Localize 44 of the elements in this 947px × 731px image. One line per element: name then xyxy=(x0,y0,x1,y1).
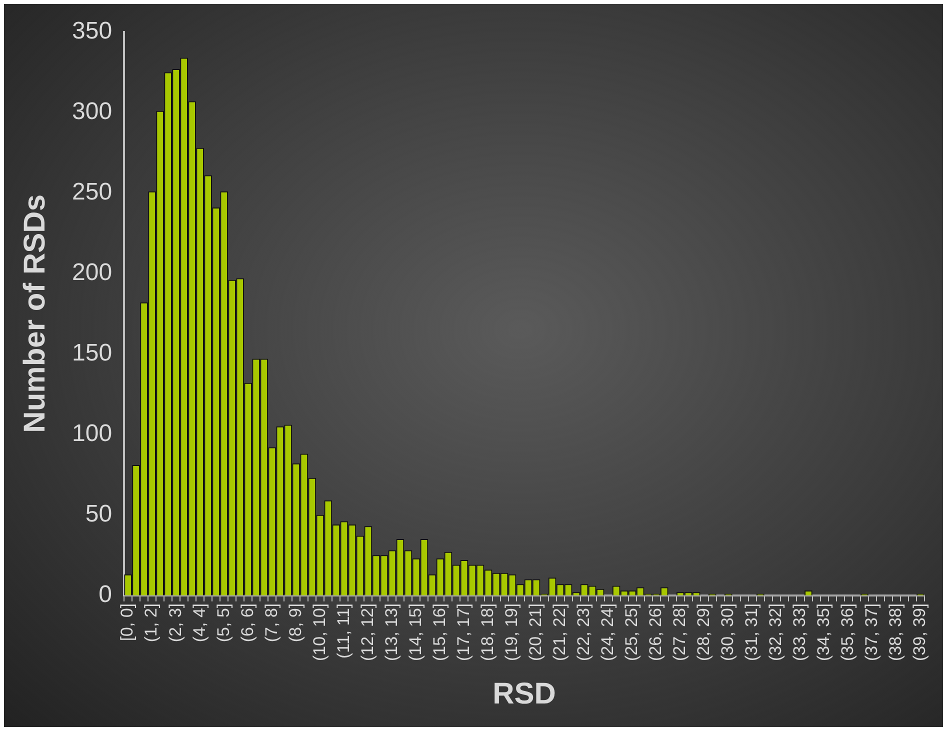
x-tick-label: (14, 15] xyxy=(406,603,425,662)
x-tick-label: (26, 26] xyxy=(646,603,666,662)
x-tick-label: (21, 22] xyxy=(550,603,569,662)
x-tick-label: (11, 11] xyxy=(334,603,353,658)
x-tick-label: (10, 10] xyxy=(310,603,329,662)
y-tick-label: 300 xyxy=(72,98,112,126)
x-tick-label: (1, 2] xyxy=(142,603,161,642)
x-axis-title: RSD xyxy=(492,677,556,710)
x-tick-label: (18, 18] xyxy=(478,603,497,662)
x-tick-label: (5, 5] xyxy=(214,603,233,642)
y-tick-label: 0 xyxy=(98,580,112,608)
x-tick-label: (27, 28] xyxy=(670,603,690,662)
y-axis-title: Number of RSDs xyxy=(18,194,52,433)
x-tick-label: (25, 25] xyxy=(622,603,642,662)
x-tick-label: (17, 17] xyxy=(454,603,473,662)
x-tick-label: (20, 21] xyxy=(526,603,545,662)
x-tick-label: (2, 3] xyxy=(166,603,185,642)
x-tick-label: (39, 39] xyxy=(910,603,930,662)
y-tick-label: 50 xyxy=(85,500,112,528)
x-tick-label: (32, 32] xyxy=(766,603,786,662)
y-tick-label: 350 xyxy=(72,18,112,45)
x-tick-label: (33, 33] xyxy=(790,603,810,662)
x-tick-label: (13, 13] xyxy=(382,603,401,662)
x-tick-label: (24, 24] xyxy=(598,603,618,662)
y-tick-label: 100 xyxy=(72,420,112,448)
x-tick-label: (15, 16] xyxy=(430,603,449,662)
x-tick-label: (30, 30] xyxy=(718,603,738,662)
x-tick-label: (31, 31] xyxy=(742,603,762,662)
x-tick-label: (34, 35] xyxy=(814,603,834,662)
x-tick-label: (8, 9] xyxy=(286,603,305,642)
y-tick-label: 150 xyxy=(72,340,112,367)
x-tick-label: (12, 12] xyxy=(358,603,377,662)
x-tick-label: (19, 19] xyxy=(502,603,521,662)
x-tick-label: (37, 37] xyxy=(862,603,882,662)
x-tick-label: (4, 4] xyxy=(190,603,209,642)
y-tick-label: 250 xyxy=(72,178,112,206)
x-tick-label: [0, 0] xyxy=(118,603,137,642)
x-tick-label: (28, 29] xyxy=(694,603,714,662)
x-tick-label: (7, 8] xyxy=(262,603,281,642)
y-tick-label: 200 xyxy=(72,259,112,286)
x-tick-label: (6, 6] xyxy=(238,603,257,642)
x-tick-label: (22, 23] xyxy=(574,603,593,662)
x-tick-label: (35, 36] xyxy=(838,603,858,662)
x-tick-label: (38, 38] xyxy=(886,603,906,662)
